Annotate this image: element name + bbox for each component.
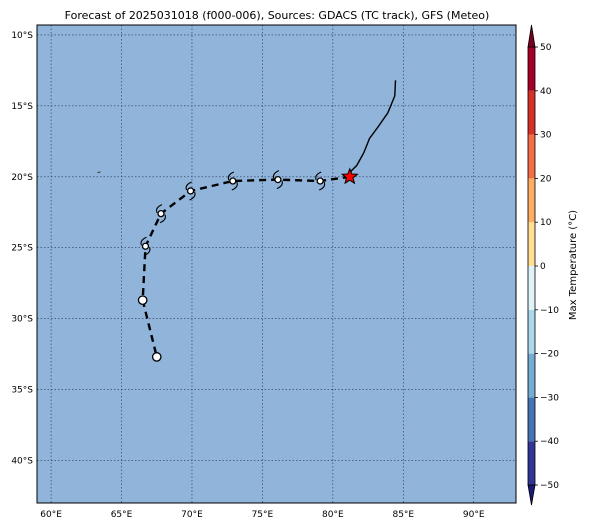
colorbar-segment	[528, 47, 535, 91]
lat-tick-label: 35°S	[11, 386, 33, 396]
cyclone-symbol	[227, 171, 238, 191]
colorbar-tick-label: −20	[540, 350, 559, 360]
lat-tick-label: 10°S	[11, 31, 33, 41]
lat-tick-label: 30°S	[11, 315, 33, 325]
colorbar-tick-label: 0	[540, 262, 546, 272]
colorbar-tick-label: −10	[540, 306, 559, 316]
figure-title: Forecast of 2025031018 (f000-006), Sourc…	[65, 9, 490, 22]
cyclone-symbol	[315, 171, 326, 191]
lon-tick-label: 65°E	[111, 510, 133, 520]
cyclone-symbol	[140, 236, 151, 256]
lat-tick-label: 40°S	[11, 456, 33, 466]
current-position-star	[340, 167, 359, 185]
colorbar-tick-label: 20	[540, 174, 552, 184]
lat-tick-label: 15°S	[11, 102, 33, 112]
lon-tick-label: 60°E	[40, 510, 62, 520]
longitude-tick-labels: 60°E 65°E 70°E 75°E 80°E 85°E 90°E	[40, 510, 485, 520]
colorbar-segments	[527, 24, 536, 506]
lat-tick-label: 25°S	[11, 244, 33, 254]
forecast-position-circle	[137, 295, 148, 306]
colorbar-tick-label: 30	[540, 131, 552, 141]
cyclone-symbol	[185, 181, 196, 201]
colorbar-under-arrow	[527, 484, 536, 506]
colorbar-segment	[528, 266, 535, 310]
lon-tick-label: 90°E	[463, 510, 485, 520]
lat-tick-label: 20°S	[11, 173, 33, 183]
latitude-tick-labels: 10°S 15°S 20°S 25°S 30°S 35°S 40°S	[11, 31, 33, 467]
cyclone-symbol	[272, 170, 283, 190]
colorbar-segment	[528, 397, 535, 442]
island-layer	[97, 171, 101, 174]
lon-tick-label: 75°E	[252, 510, 274, 520]
colorbar-tick-labels: 50 40 30 20 10 0 −10 −20 −30 −40 −50	[535, 43, 559, 491]
colorbar-label: Max Temperature (°C)	[568, 210, 579, 320]
map-panel: 60°E 65°E 70°E 75°E 80°E 85°E 90°E 10°S 15°S 20°…	[11, 24, 517, 520]
colorbar-segment	[528, 309, 535, 354]
lon-tick-label: 70°E	[181, 510, 203, 520]
colorbar-segment	[528, 134, 535, 179]
map-frame	[36, 24, 517, 504]
colorbar-segment	[528, 353, 535, 398]
colorbar: 50 40 30 20 10 0 −10 −20 −30 −40 −50 Max Temperatu…	[527, 24, 579, 506]
colorbar-tick-label: 40	[540, 87, 552, 97]
ocean-background	[37, 25, 516, 503]
lon-tick-label: 80°E	[322, 510, 344, 520]
colorbar-tick-label: 10	[540, 218, 552, 228]
colorbar-segment	[528, 222, 535, 266]
colorbar-tick-label: −50	[540, 481, 559, 491]
cyclone-symbol	[155, 204, 166, 224]
colorbar-tick-label: 50	[540, 43, 552, 53]
colorbar-tick-label: −30	[540, 393, 559, 403]
colorbar-over-arrow	[527, 24, 536, 48]
colorbar-tick-label: −40	[540, 437, 559, 447]
forecast-position-circle	[151, 352, 162, 362]
colorbar-segment	[528, 441, 535, 485]
colorbar-segment	[528, 178, 535, 223]
lon-tick-label: 85°E	[392, 510, 414, 520]
colorbar-segment	[528, 90, 535, 135]
gridlines	[37, 25, 516, 503]
marker-layer	[137, 167, 359, 362]
island	[97, 171, 101, 174]
